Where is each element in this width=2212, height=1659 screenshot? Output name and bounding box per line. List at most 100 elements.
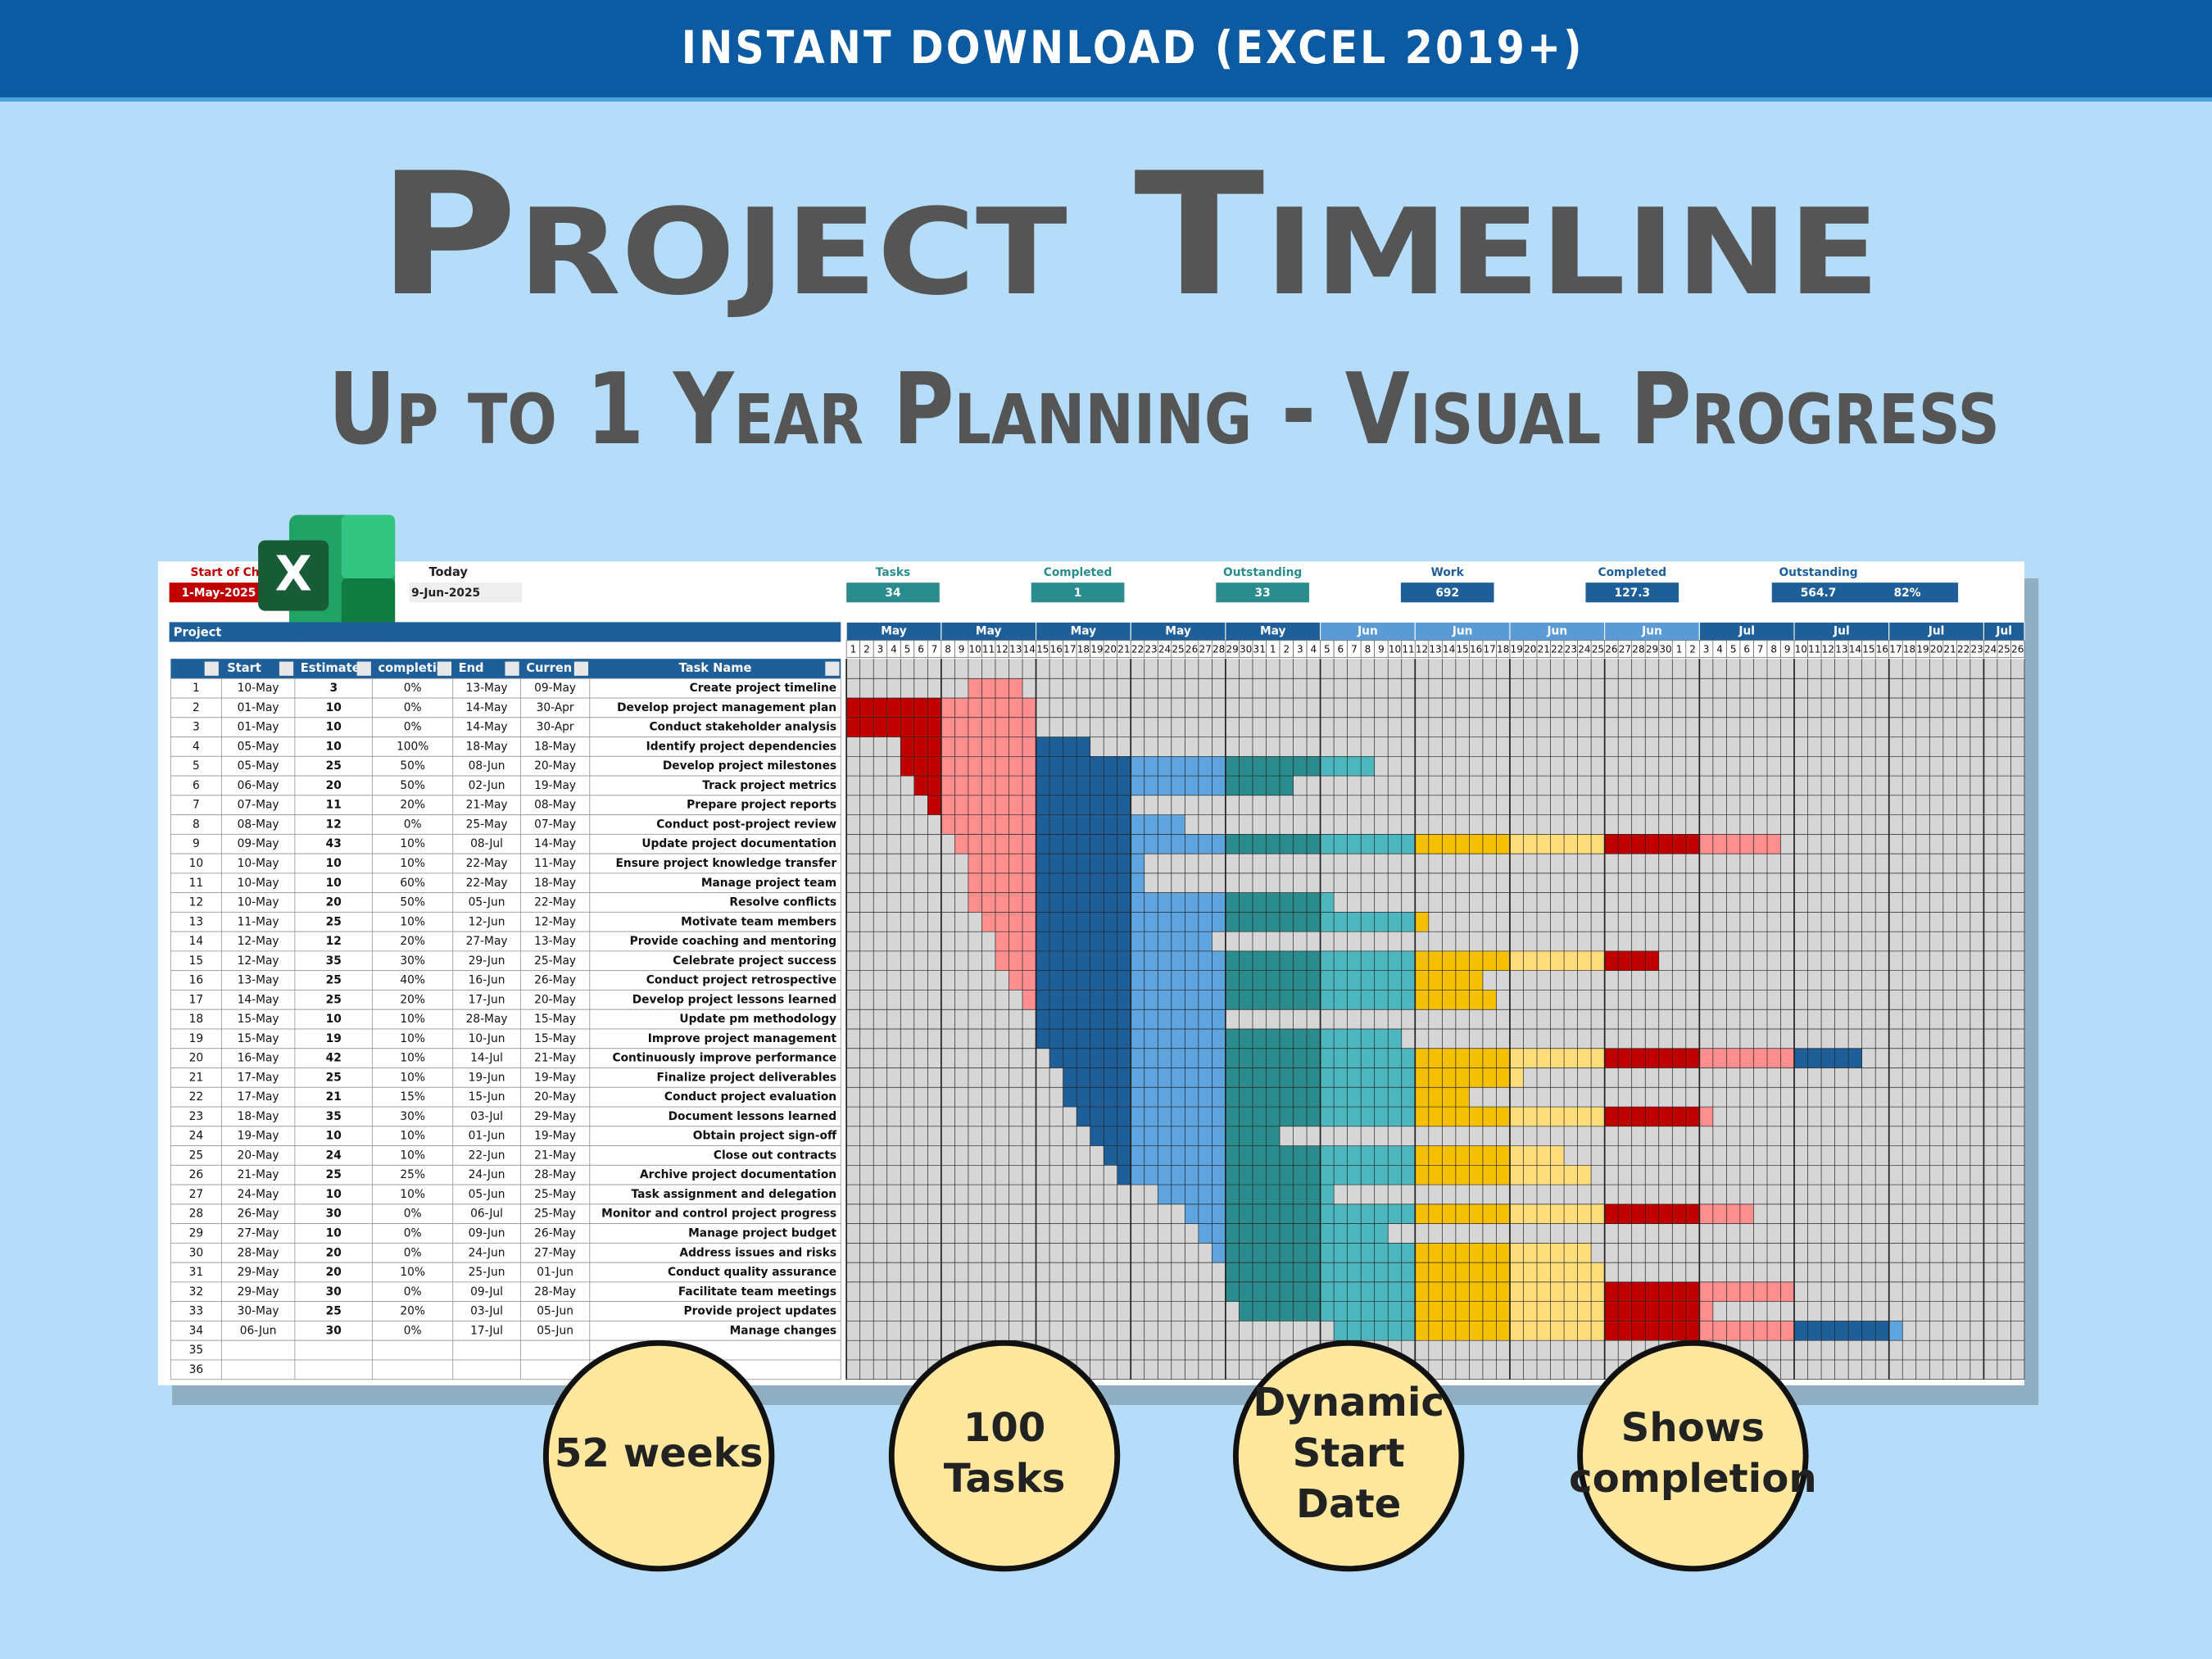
column-header: completio [378,661,444,675]
cell: 21-May [238,1168,279,1181]
gantt-cell [1266,912,1281,932]
day-label: 21 [1117,643,1130,655]
gantt-cell [1063,912,1077,932]
gantt-cell [1550,950,1565,971]
day-label: 18 [1077,643,1090,655]
gantt-cell [1577,1203,1592,1224]
gantt-cell [873,698,887,718]
cell: 26-May [238,1208,279,1221]
gantt-cell [1225,1107,1240,1126]
cell: 05-Jun [469,896,505,909]
stat-label: Outstanding [1223,566,1302,579]
gantt-cell [1185,1185,1199,1204]
gantt-cell [1455,1087,1470,1108]
day-label: 2 [863,643,870,655]
gantt-cell [1063,1067,1077,1088]
cell: 18-May [534,877,576,890]
cell: 22-May [466,857,508,870]
gantt-cell [1252,1145,1267,1166]
gantt-cell [1212,1107,1226,1126]
gantt-cell [1117,795,1131,815]
cell: 25% [400,1168,425,1181]
cell: 30% [400,954,425,968]
gantt-cell [1171,931,1185,951]
gantt-cell [1252,950,1267,971]
gantt-cell [1293,1067,1308,1088]
gantt-cell [1361,1165,1375,1185]
gantt-cell [1225,1048,1240,1068]
gantt-cell [1158,756,1172,777]
gantt-cell [1482,1321,1497,1341]
gantt-cell [1225,1126,1240,1146]
cell: 28 [189,1208,204,1221]
cell: 10 [326,1013,342,1026]
day-label: 26 [1605,643,1617,655]
gantt-cell [1347,1203,1362,1224]
gantt-cell [1307,1262,1321,1282]
day-label: 19 [1090,643,1103,655]
cell: 10 [326,740,342,753]
cell: 12-May [534,915,576,928]
cell: 36 [189,1363,204,1376]
gantt-cell [1171,1145,1185,1166]
gantt-cell [1712,1048,1727,1068]
gantt-cell [1266,1048,1281,1068]
task-name: Conduct project retrospective [646,974,836,987]
gantt-cell [1320,1301,1335,1321]
gantt-cell [1564,1262,1578,1282]
cell: 31 [189,1266,204,1279]
gantt-cell [1361,950,1375,971]
gantt-cell [1131,1067,1145,1088]
gantt-cell [1225,1165,1240,1185]
gantt-cell [1293,892,1308,913]
gantt-cell [1009,698,1023,718]
gantt-cell [1239,1185,1253,1204]
gantt-cell [1158,950,1172,971]
gantt-cell [1388,1321,1402,1341]
cell: 10 [326,1188,342,1201]
cell: 19-May [534,779,576,792]
cell: 10 [326,701,342,714]
gantt-cell [1090,1126,1104,1146]
gantt-cell [1280,1028,1294,1049]
day-label: 22 [1551,643,1563,655]
cell: 10% [400,837,425,850]
gantt-cell [1766,1321,1781,1341]
stat-box [1216,582,1309,603]
gantt-cell [1401,1203,1416,1224]
gantt-cell [1401,1048,1416,1068]
gantt-cell [1388,1087,1402,1108]
gantt-cell [1198,892,1213,913]
gantt-cell [1604,1107,1619,1126]
cell: 25 [326,915,342,928]
gantt-cell [981,834,995,854]
gantt-cell [1293,912,1308,932]
gantt-cell [1117,912,1131,932]
gantt-cell [1049,854,1063,873]
gantt-cell [1131,970,1145,990]
gantt-cell [1225,776,1240,796]
gantt-cell [1036,970,1050,990]
gantt-cell [1415,1321,1429,1341]
gantt-cell [1523,1107,1538,1126]
gantt-cell [1049,912,1063,932]
gantt-cell [1469,1281,1483,1302]
gantt-cell [1171,814,1185,835]
gantt-cell [1171,756,1185,777]
gantt-cell [1537,1243,1551,1263]
banner-text: INSTANT DOWNLOAD (EXCEL 2019+) [682,21,1584,74]
gantt-cell [1550,1107,1565,1126]
gantt-cell [1415,970,1429,990]
cell: 10% [400,1266,425,1279]
gantt-cell [1307,1301,1321,1321]
day-label: 1 [1270,643,1276,655]
gantt-cell [1077,912,1090,932]
day-label: 27 [1619,643,1631,655]
gantt-cell [1063,756,1077,777]
gantt-cell [1523,1321,1538,1341]
gantt-cell [1104,795,1117,815]
gantt-cell [1022,834,1036,854]
gantt-cell [1415,1301,1429,1321]
cell: 10% [400,1071,425,1084]
cell: 08-Jul [470,837,503,850]
